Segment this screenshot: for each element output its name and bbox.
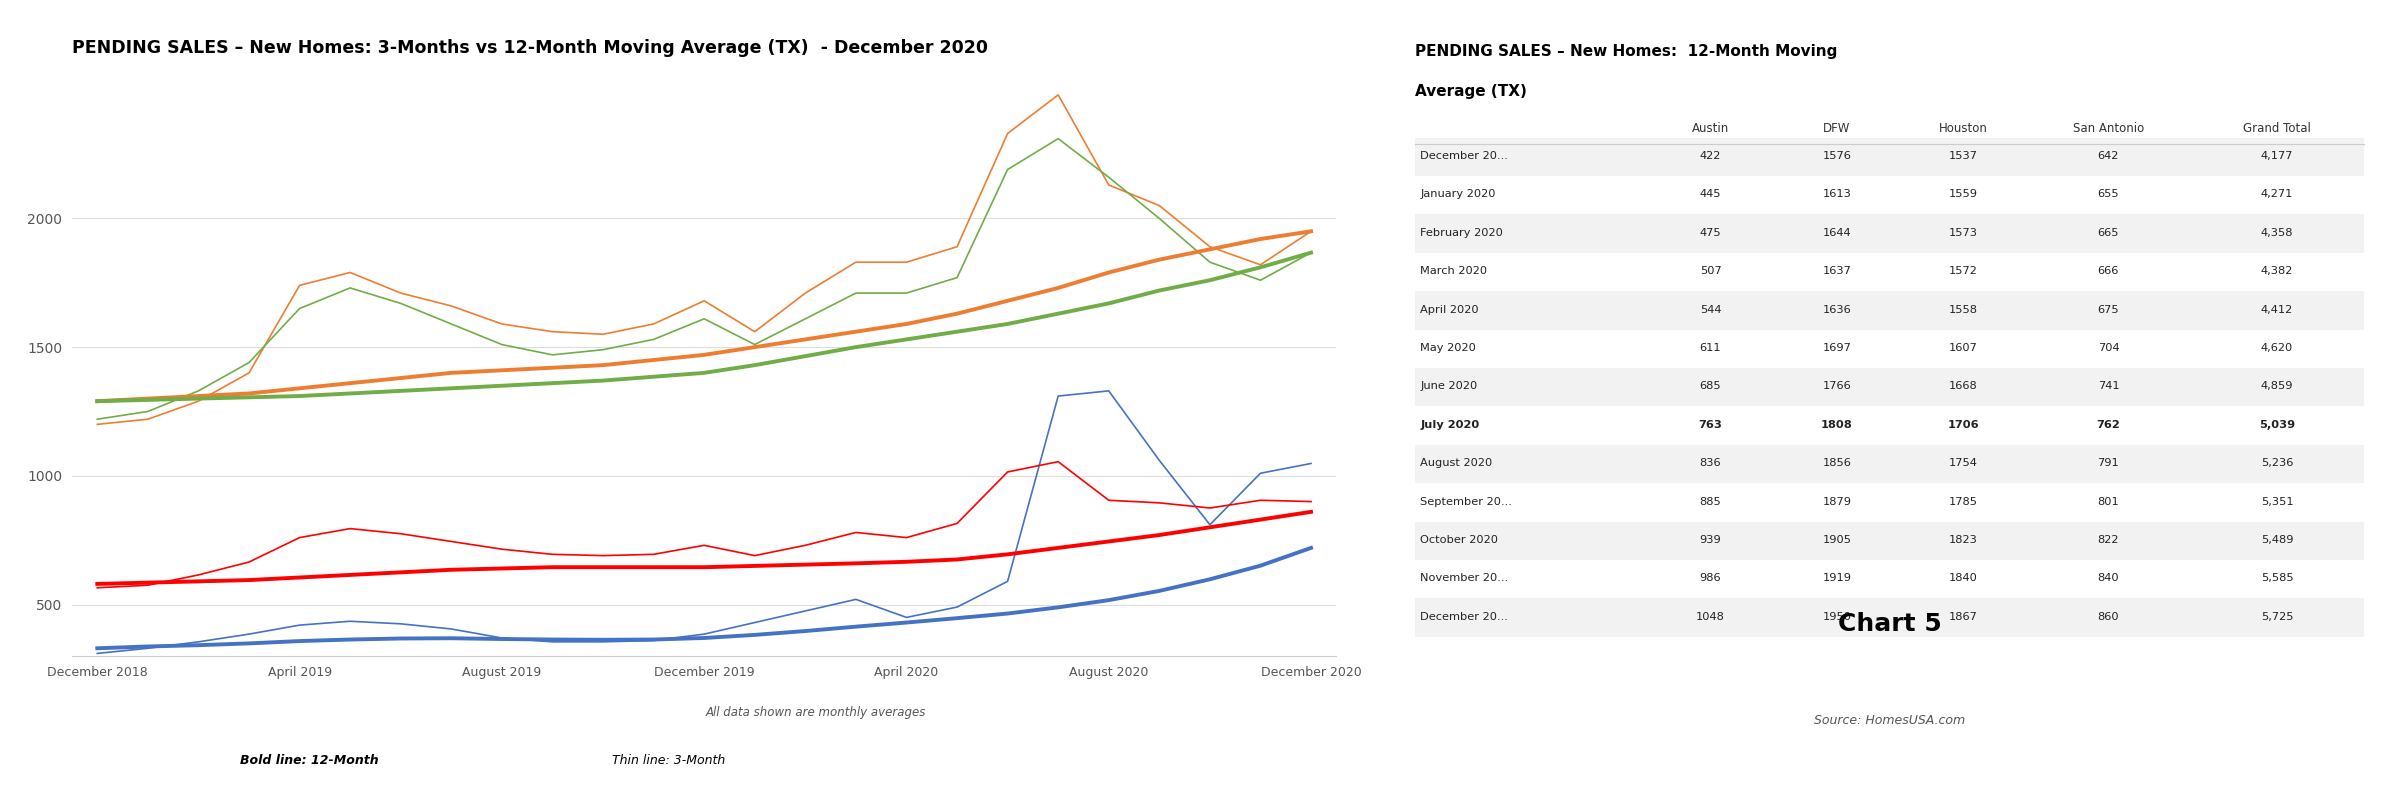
Text: December 20...: December 20... [1421,151,1507,161]
Text: 642: 642 [2098,151,2119,161]
Text: 1823: 1823 [1949,535,1978,545]
Text: Source: HomesUSA.com: Source: HomesUSA.com [1814,714,1966,726]
Text: Grand Total: Grand Total [2244,122,2311,134]
Text: 655: 655 [2098,190,2119,199]
Text: October 2020: October 2020 [1421,535,1498,545]
Text: 704: 704 [2098,343,2119,353]
Text: 507: 507 [1699,266,1721,276]
Text: 1697: 1697 [1822,343,1850,353]
Text: 1607: 1607 [1949,343,1978,353]
Text: 5,725: 5,725 [2261,612,2294,622]
Text: 1573: 1573 [1949,228,1978,238]
Text: 1706: 1706 [1949,420,1980,430]
Text: Thin line: 3-Month: Thin line: 3-Month [612,754,725,767]
Text: 1637: 1637 [1822,266,1850,276]
Text: 763: 763 [1699,420,1723,430]
Text: PENDING SALES – New Homes:  12-Month Moving: PENDING SALES – New Homes: 12-Month Movi… [1416,44,1838,59]
Text: 1867: 1867 [1949,612,1978,622]
Text: 741: 741 [2098,382,2119,391]
Text: April 2020: April 2020 [1421,305,1478,314]
Text: January 2020: January 2020 [1421,190,1495,199]
Text: July 2020: July 2020 [1421,420,1478,430]
Text: 822: 822 [2098,535,2119,545]
Text: Bold line: 12-Month: Bold line: 12-Month [240,754,379,767]
Text: 5,489: 5,489 [2261,535,2294,545]
Text: San Antonio: San Antonio [2074,122,2143,134]
Text: 840: 840 [2098,574,2119,583]
Text: 885: 885 [1699,497,1721,506]
Text: 445: 445 [1699,190,1721,199]
Text: 4,412: 4,412 [2261,305,2292,314]
Text: 1754: 1754 [1949,458,1978,468]
Text: November 20...: November 20... [1421,574,1507,583]
Text: Houston: Houston [1939,122,1987,134]
Text: 666: 666 [2098,266,2119,276]
Text: 1636: 1636 [1822,305,1850,314]
Text: 791: 791 [2098,458,2119,468]
Text: PENDING SALES – New Homes: 3-Months vs 12-Month Moving Average (TX)  - December : PENDING SALES – New Homes: 3-Months vs 1… [72,39,989,57]
Text: 1856: 1856 [1822,458,1850,468]
Text: 4,620: 4,620 [2261,343,2292,353]
Text: 4,177: 4,177 [2261,151,2294,161]
Text: 1644: 1644 [1822,228,1850,238]
Text: 422: 422 [1699,151,1721,161]
Text: 4,382: 4,382 [2261,266,2294,276]
Text: September 20...: September 20... [1421,497,1512,506]
Text: 986: 986 [1699,574,1721,583]
Text: 675: 675 [2098,305,2119,314]
Text: August 2020: August 2020 [1421,458,1493,468]
Text: 836: 836 [1699,458,1721,468]
Text: All data shown are monthly averages: All data shown are monthly averages [706,706,926,719]
Text: 762: 762 [2098,420,2119,430]
Text: March 2020: March 2020 [1421,266,1488,276]
Text: 801: 801 [2098,497,2119,506]
Text: Average (TX): Average (TX) [1416,84,1526,99]
Text: 4,859: 4,859 [2261,382,2294,391]
Text: 475: 475 [1699,228,1721,238]
Text: 1950: 1950 [1822,612,1850,622]
Text: 5,236: 5,236 [2261,458,2294,468]
Text: 1576: 1576 [1822,151,1850,161]
Text: 860: 860 [2098,612,2119,622]
Text: 1537: 1537 [1949,151,1978,161]
Text: 5,585: 5,585 [2261,574,2294,583]
Text: December 20...: December 20... [1421,612,1507,622]
Text: 544: 544 [1699,305,1721,314]
Text: 1572: 1572 [1949,266,1978,276]
Text: Austin: Austin [1692,122,1728,134]
Text: 5,039: 5,039 [2258,420,2294,430]
Text: 1905: 1905 [1822,535,1850,545]
Text: 1558: 1558 [1949,305,1978,314]
Text: May 2020: May 2020 [1421,343,1476,353]
Text: Chart 5: Chart 5 [1838,612,1942,636]
Text: 1808: 1808 [1822,420,1853,430]
Text: 665: 665 [2098,228,2119,238]
Text: 611: 611 [1699,343,1721,353]
Text: 1919: 1919 [1822,574,1850,583]
Text: 1879: 1879 [1822,497,1850,506]
Text: 685: 685 [1699,382,1721,391]
Text: 939: 939 [1699,535,1721,545]
Text: 4,271: 4,271 [2261,190,2294,199]
Text: 4,358: 4,358 [2261,228,2294,238]
Text: 1785: 1785 [1949,497,1978,506]
Text: 1613: 1613 [1822,190,1850,199]
Text: DFW: DFW [1824,122,1850,134]
Text: 5,351: 5,351 [2261,497,2294,506]
Text: February 2020: February 2020 [1421,228,1502,238]
Text: 1840: 1840 [1949,574,1978,583]
Text: 1766: 1766 [1822,382,1850,391]
Text: 1559: 1559 [1949,190,1978,199]
Text: 1048: 1048 [1697,612,1726,622]
Text: June 2020: June 2020 [1421,382,1478,391]
Text: 1668: 1668 [1949,382,1978,391]
